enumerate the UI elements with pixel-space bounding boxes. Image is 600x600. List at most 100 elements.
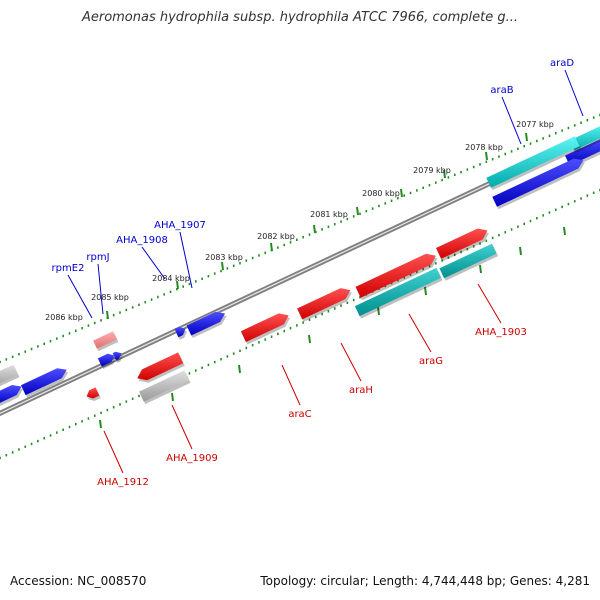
minor-tick-lower xyxy=(561,205,563,209)
minor-tick-upper xyxy=(390,199,393,202)
minor-tick-upper xyxy=(352,215,355,218)
minor-tick-lower xyxy=(447,256,450,259)
minor-tick-lower xyxy=(232,352,235,355)
minor-tick-upper xyxy=(434,181,437,184)
minor-tick-lower xyxy=(479,242,481,245)
major-tick-lower xyxy=(99,419,102,429)
gene-arrow-aha1903[interactable] xyxy=(439,243,497,279)
label-leader-line xyxy=(97,263,104,315)
gene-label-reverse[interactable]: AHA_1903 xyxy=(475,327,527,338)
minor-tick-lower xyxy=(270,335,273,338)
minor-tick-upper xyxy=(93,321,96,325)
gene-label-forward[interactable]: rpmE2 xyxy=(52,263,85,274)
gene-arrow-arag[interactable] xyxy=(354,267,442,317)
gene-arrow-aha1907[interactable] xyxy=(186,311,226,336)
minor-tick-lower xyxy=(11,451,14,454)
minor-tick-upper xyxy=(517,147,519,150)
minor-tick-upper xyxy=(207,275,210,278)
minor-tick-lower xyxy=(466,248,469,251)
gene-label-forward[interactable]: araB xyxy=(490,85,513,96)
minor-tick-lower xyxy=(548,211,551,214)
gene-label-reverse[interactable]: araG xyxy=(419,356,443,367)
minor-tick-upper xyxy=(201,277,203,280)
minor-tick-upper xyxy=(43,342,46,345)
minor-tick-lower xyxy=(283,329,286,333)
gene-label-reverse[interactable]: araC xyxy=(288,409,311,420)
gene-arrow-rpme2[interactable] xyxy=(97,353,115,367)
gene-arrow-aha1909-red[interactable] xyxy=(137,352,184,381)
kbp-tick-label: 2085 kbp xyxy=(91,293,129,302)
minor-tick-lower xyxy=(529,219,532,223)
major-tick-lower xyxy=(238,364,241,374)
minor-tick-upper xyxy=(333,223,336,226)
minor-tick-lower xyxy=(409,273,412,276)
minor-tick-lower xyxy=(93,414,96,417)
minor-tick-upper xyxy=(542,137,544,140)
minor-tick-upper xyxy=(176,288,178,291)
gene-label-reverse[interactable]: AHA_1909 xyxy=(166,453,218,464)
minor-tick-lower xyxy=(346,301,349,305)
kbp-tick-label: 2080 kbp xyxy=(362,189,400,198)
gene-arrow-edge-blue[interactable] xyxy=(0,385,22,404)
minor-tick-upper xyxy=(24,350,27,353)
minor-tick-upper xyxy=(453,173,456,176)
gene-label-reverse[interactable]: AHA_1912 xyxy=(97,477,149,488)
minor-tick-upper xyxy=(548,134,551,137)
label-leader-line xyxy=(408,313,432,353)
gene-arrow-arab[interactable] xyxy=(492,158,584,207)
major-tick-upper xyxy=(176,280,179,290)
minor-tick-upper xyxy=(157,295,159,299)
gene-arrow-cyan-arab[interactable] xyxy=(486,136,580,188)
gene-arrow-aha1912[interactable] xyxy=(86,387,100,399)
minor-tick-upper xyxy=(264,251,267,254)
minor-tick-upper xyxy=(49,340,52,343)
minor-tick-lower xyxy=(37,439,39,443)
minor-tick-upper xyxy=(384,202,387,205)
minor-tick-lower xyxy=(138,394,140,398)
gene-arrow-arag-red[interactable] xyxy=(355,253,436,298)
kbp-tick-label: 2084 kbp xyxy=(152,274,190,283)
minor-tick-upper xyxy=(296,238,298,241)
kbp-tick-label: 2079 kbp xyxy=(413,166,451,175)
minor-tick-upper xyxy=(220,269,222,273)
gene-arrow-aha1903-red[interactable] xyxy=(436,228,488,259)
gene-arrow-arac[interactable] xyxy=(240,313,289,343)
gene-label-forward[interactable]: araD xyxy=(550,58,574,69)
minor-tick-upper xyxy=(226,267,229,270)
gene-label-reverse[interactable]: araH xyxy=(349,385,373,396)
gene-features xyxy=(0,126,600,407)
minor-tick-lower xyxy=(510,228,513,231)
gene-arrow-pink[interactable] xyxy=(93,331,117,349)
minor-tick-lower xyxy=(24,445,27,448)
gene-arrow-aha1909[interactable] xyxy=(139,370,189,402)
minor-tick-upper xyxy=(232,264,235,267)
minor-tick-lower xyxy=(491,236,494,240)
gene-label-forward[interactable]: rpmJ xyxy=(86,252,109,263)
minor-tick-upper xyxy=(182,285,184,288)
minor-tick-lower xyxy=(498,233,500,237)
minor-tick-upper xyxy=(466,168,469,171)
minor-tick-upper xyxy=(138,303,140,306)
minor-tick-lower xyxy=(536,217,538,220)
minor-tick-upper xyxy=(251,256,254,260)
gene-arrow-aha1908[interactable] xyxy=(174,326,186,338)
kbp-tick-marks: 2077 kbp 2078 kbp 2079 kbp 2080 kbp 2081 kbp… xyxy=(0,113,600,460)
minor-tick-lower xyxy=(74,422,77,426)
minor-tick-upper xyxy=(74,329,77,332)
gene-arrow-arah[interactable] xyxy=(297,288,351,320)
gene-arrow-edge-grey[interactable] xyxy=(0,364,18,388)
minor-tick-lower xyxy=(68,425,71,429)
label-leader-line xyxy=(281,364,301,406)
gene-label-forward[interactable]: AHA_1907 xyxy=(154,220,206,231)
gene-arrow-rpmj[interactable] xyxy=(112,351,122,361)
genome-title: Aeromonas hydrophila subsp. hydrophila A… xyxy=(81,10,519,25)
gene-label-forward[interactable]: AHA_1908 xyxy=(116,235,168,246)
minor-tick-upper xyxy=(504,152,507,156)
major-tick-upper xyxy=(270,242,273,252)
gene-arrow-left-blue[interactable] xyxy=(20,368,67,396)
label-leader-line xyxy=(340,342,362,382)
minor-tick-upper xyxy=(56,337,58,340)
minor-tick-lower xyxy=(416,270,418,274)
minor-tick-upper xyxy=(371,207,374,210)
kbp-tick-label: 2081 kbp xyxy=(310,210,348,219)
